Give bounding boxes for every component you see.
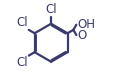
Text: Cl: Cl	[45, 3, 57, 16]
Text: Cl: Cl	[16, 16, 28, 29]
Text: Cl: Cl	[16, 56, 28, 69]
Text: O: O	[77, 29, 86, 42]
Text: OH: OH	[77, 18, 95, 31]
